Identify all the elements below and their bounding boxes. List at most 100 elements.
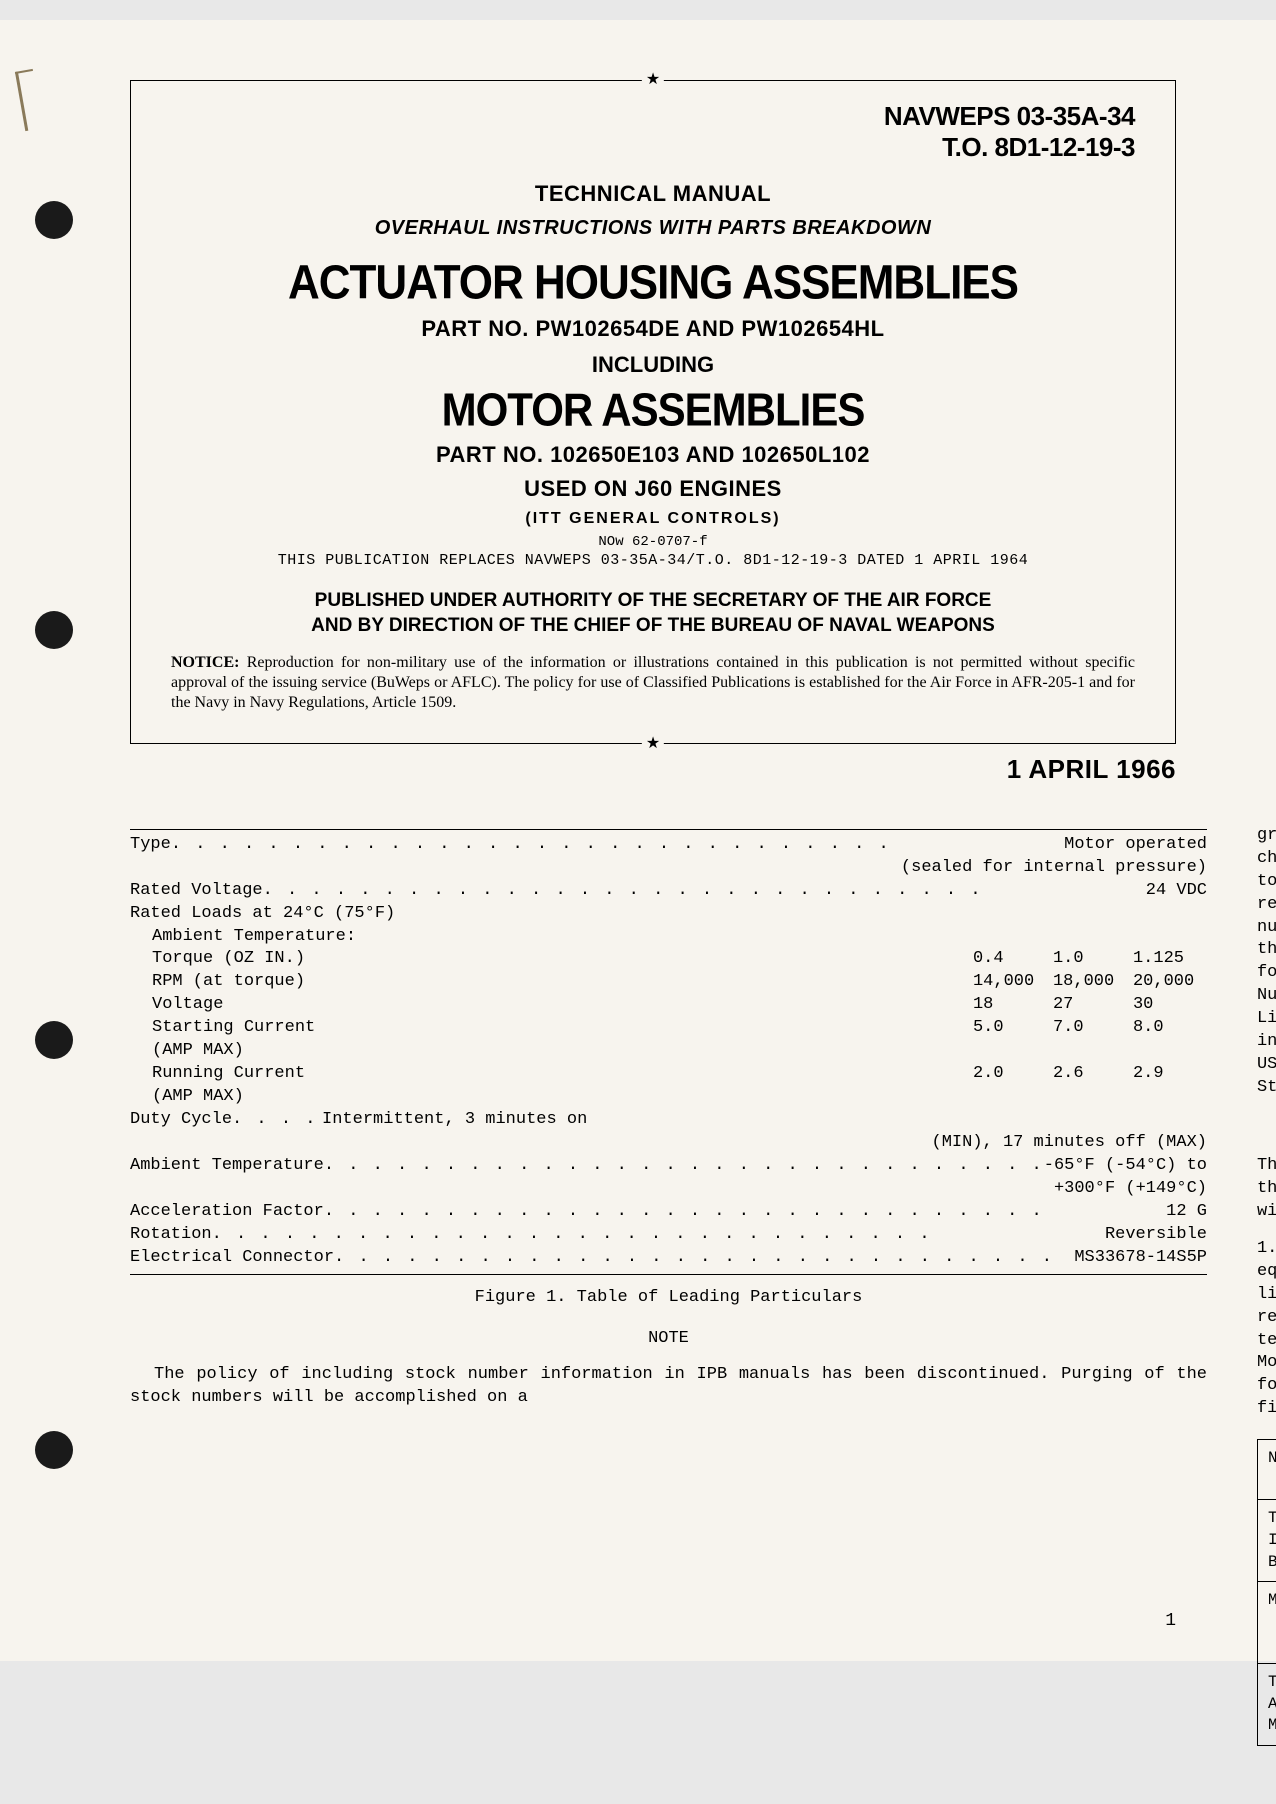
title-frame: ★ ★ NAVWEPS 03-35A-34 T.O. 8D1-12-19-3 T… (130, 80, 1176, 744)
load-c2 (1047, 1040, 1127, 1063)
doc-id-navweps: NAVWEPS 03-35A-34 (171, 101, 1135, 132)
load-c1: 14,000 (967, 971, 1047, 994)
figure1-caption: Figure 1. Table of Leading Particulars (130, 1287, 1207, 1310)
punch-hole (35, 611, 73, 649)
note-heading-right: NOTE (1257, 1118, 1276, 1141)
spec-type: Type Motor operated (130, 834, 1207, 857)
manufacturer: (ITT GENERAL CONTROLS) (171, 510, 1135, 528)
load-c2: 2.6 (1047, 1063, 1127, 1086)
load-c1: 2.0 (967, 1063, 1047, 1086)
page-number: 1 (1165, 1611, 1176, 1631)
load-c1 (967, 1086, 1047, 1109)
notice-text: Reproduction for non-military use of the… (171, 654, 1135, 711)
load-c1: 5.0 (967, 1017, 1047, 1040)
used-on-line: USED ON J60 ENGINES (171, 476, 1135, 502)
body-columns: Type Motor operated (sealed for internal… (130, 825, 1176, 1804)
section-1-text: 1. SPECIAL TOOLS. The test equipment or … (1257, 1238, 1276, 1422)
load-row: Voltage182730 (130, 994, 1207, 1017)
load-row: (AMP MAX) (130, 1040, 1207, 1063)
cell-nomenclature: Multimeter (1257, 1582, 1276, 1664)
load-label: (AMP MAX) (130, 1086, 967, 1109)
load-c2: 18,000 (1047, 971, 1127, 994)
load-table: Torque (OZ IN.)0.41.01.125RPM (at torque… (130, 948, 1207, 1109)
load-label: Torque (OZ IN.) (130, 948, 967, 971)
load-c1: 18 (967, 994, 1047, 1017)
table-row: Multimeter6625-643-1686AN/PSM-6 (1257, 1582, 1276, 1664)
spec-duty-cycle-2: (MIN), 17 minutes off (MAX) (130, 1132, 1207, 1155)
notice-block: NOTICE: Reproduction for non-military us… (171, 653, 1135, 713)
load-row: Running Current2.02.62.9 (130, 1063, 1207, 1086)
equipment-table: Nomenclature Stock Number Part Number Te… (1257, 1439, 1276, 1746)
replaces-line: THIS PUBLICATION REPLACES NAVWEPS 03-35A… (171, 552, 1135, 569)
including-label: INCLUDING (171, 352, 1135, 378)
rated-loads-header: Rated Loads at 24°C (75°F) (130, 903, 1207, 926)
load-c3: 8.0 (1127, 1017, 1207, 1040)
authority-line-1: PUBLISHED UNDER AUTHORITY OF THE SECRETA… (171, 589, 1135, 614)
spec-accel: Acceleration Factor 12 G (130, 1201, 1207, 1224)
load-c1 (967, 1040, 1047, 1063)
spec-ambient-temp: Ambient Temperature -65°F (-54°C) to (130, 1155, 1207, 1178)
figure2-caption: Figure 2. Special Test Equipment (1257, 1758, 1276, 1804)
load-label: (AMP MAX) (130, 1040, 967, 1063)
part-line-2: PART NO. 102650E103 AND 102650L102 (171, 442, 1135, 468)
load-c2 (1047, 1086, 1127, 1109)
punch-hole (35, 201, 73, 239)
cell-nomenclature: Test Set Insulation Breakdown (1257, 1500, 1276, 1582)
load-row: (AMP MAX) (130, 1086, 1207, 1109)
spec-duty-cycle: Duty Cycle Intermittent, 3 minutes on (130, 1109, 1207, 1132)
doc-id-to: T.O. 8D1-12-19-3 (171, 132, 1135, 163)
cell-nomenclature: Test Stand AC & DC Motor (1257, 1664, 1276, 1746)
spec-rotation: Rotation Reversible (130, 1224, 1207, 1247)
part-line-1: PART NO. PW102654DE AND PW102654HL (171, 316, 1135, 342)
load-c3: 20,000 (1127, 971, 1207, 994)
table-row: Test Set Insulation Breakdown6625-649-00… (1257, 1500, 1276, 1582)
load-label: RPM (at torque) (130, 971, 967, 994)
load-row: Starting Current5.07.08.0 (130, 1017, 1207, 1040)
load-label: Running Current (130, 1063, 967, 1086)
table-rule-bottom (130, 1274, 1207, 1275)
title-motor: MOTOR ASSEMBLIES (171, 384, 1135, 437)
load-c1: 0.4 (967, 948, 1047, 971)
spec-ambient-temp-2: +300°F (+149°C) (130, 1178, 1207, 1201)
load-c2: 7.0 (1047, 1017, 1127, 1040)
note-heading-left: NOTE (130, 1328, 1207, 1351)
authority-line-2: AND BY DIRECTION OF THE CHIEF OF THE BUR… (171, 614, 1135, 639)
load-label: Starting Current (130, 1017, 967, 1040)
continuation-text: gradual phased basis, as changes are mad… (1257, 825, 1276, 1100)
load-c2: 1.0 (1047, 948, 1127, 971)
load-c3: 1.125 (1127, 948, 1207, 971)
table-header-row: Nomenclature Stock Number Part Number (1257, 1440, 1276, 1500)
load-c3: 30 (1127, 994, 1207, 1017)
col-nomenclature: Nomenclature (1257, 1440, 1276, 1500)
page: ★ ★ NAVWEPS 03-35A-34 T.O. 8D1-12-19-3 T… (0, 20, 1276, 1661)
load-c3 (1127, 1040, 1207, 1063)
star-icon: ★ (642, 72, 664, 88)
notice-label: NOTICE: (171, 654, 239, 671)
load-c3: 2.9 (1127, 1063, 1207, 1086)
spec-voltage: Rated Voltage 24 VDC (130, 880, 1207, 903)
subtitle: OVERHAUL INSTRUCTIONS WITH PARTS BREAKDO… (171, 217, 1135, 240)
punch-hole (35, 1021, 73, 1059)
table-rule-top (130, 829, 1207, 830)
spec-connector: Electrical Connector MS33678-14S5P (130, 1247, 1207, 1270)
load-row: RPM (at torque)14,00018,00020,000 (130, 971, 1207, 994)
load-c2: 27 (1047, 994, 1127, 1017)
left-column: Type Motor operated (sealed for internal… (130, 825, 1207, 1804)
load-c3 (1127, 1086, 1207, 1109)
right-column: gradual phased basis, as changes are mad… (1257, 825, 1276, 1804)
star-icon: ★ (642, 736, 664, 752)
note-text-right: The abbreviations used in this manual ar… (1257, 1155, 1276, 1224)
publication-date: 1 APRIL 1966 (130, 754, 1176, 785)
spec-type-sub: (sealed for internal pressure) (130, 857, 1207, 880)
note-text-left: The policy of including stock number inf… (130, 1364, 1207, 1410)
punch-hole (35, 1431, 73, 1469)
title-actuator: ACTUATOR HOUSING ASSEMBLIES (171, 256, 1135, 311)
doc-id-block: NAVWEPS 03-35A-34 T.O. 8D1-12-19-3 (171, 101, 1135, 163)
authority-block: PUBLISHED UNDER AUTHORITY OF THE SECRETA… (171, 589, 1135, 638)
punch-holes (35, 20, 75, 1661)
load-row: Torque (OZ IN.)0.41.01.125 (130, 948, 1207, 971)
load-label: Voltage (130, 994, 967, 1017)
now-number: NOw 62-0707-f (171, 534, 1135, 550)
table-row: Test Stand AC & DC Motor4920-569-6796--- (1257, 1664, 1276, 1746)
technical-manual-label: TECHNICAL MANUAL (171, 181, 1135, 207)
